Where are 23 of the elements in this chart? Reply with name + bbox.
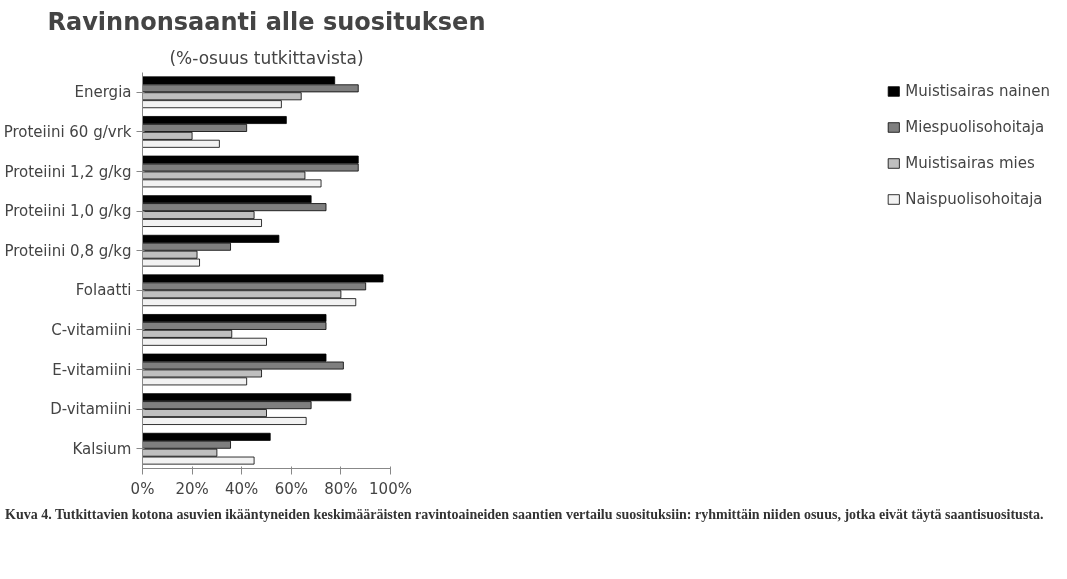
y-tick-label: Proteiini 1,2 g/kg <box>4 162 132 181</box>
x-tick-label: 40% <box>225 479 259 498</box>
y-tick-label: Proteiini 1,0 g/kg <box>4 202 132 221</box>
x-tick-label: 80% <box>324 479 358 498</box>
y-tick-label: E-vitamiini <box>52 360 132 379</box>
legend-label: Muistisairas mies <box>905 154 1035 172</box>
text: Kuva 4. Tutkittavien kotona asuvien ikääntyneiden keskimääräisten ravintoaineiden saantien vertailu suosituksiin: ryhmittäin niiden osuus, jotka eivät täytä saantisuositusta. <box>5 506 1044 524</box>
legend-label: Muistisairas nainen <box>905 82 1050 100</box>
legend-label: Naispuolisohoitaja <box>905 190 1043 208</box>
x-tick-label: 60% <box>274 479 308 498</box>
x-tick-label: 20% <box>175 479 209 498</box>
y-tick-label: D-vitamiini <box>50 400 132 419</box>
y-tick-label: Proteiini 60 g/vrk <box>3 122 132 141</box>
y-tick-label: Proteiini 0,8 g/kg <box>4 241 132 260</box>
x-tick-label: 0% <box>130 479 155 498</box>
legend-label: Miespuolisohoitaja <box>905 118 1045 136</box>
y-tick-label: Kalsium <box>72 439 132 458</box>
x-tick-label: 100% <box>369 479 412 498</box>
y-tick-label: Folaatti <box>75 281 132 300</box>
chart-title: Ravinnonsaanti alle suosituksen <box>47 7 486 36</box>
y-tick-label: C-vitamiini <box>51 320 132 339</box>
chart-subtitle: (%-osuus tutkittavista) <box>169 47 364 68</box>
y-tick-label: Energia <box>74 83 132 102</box>
